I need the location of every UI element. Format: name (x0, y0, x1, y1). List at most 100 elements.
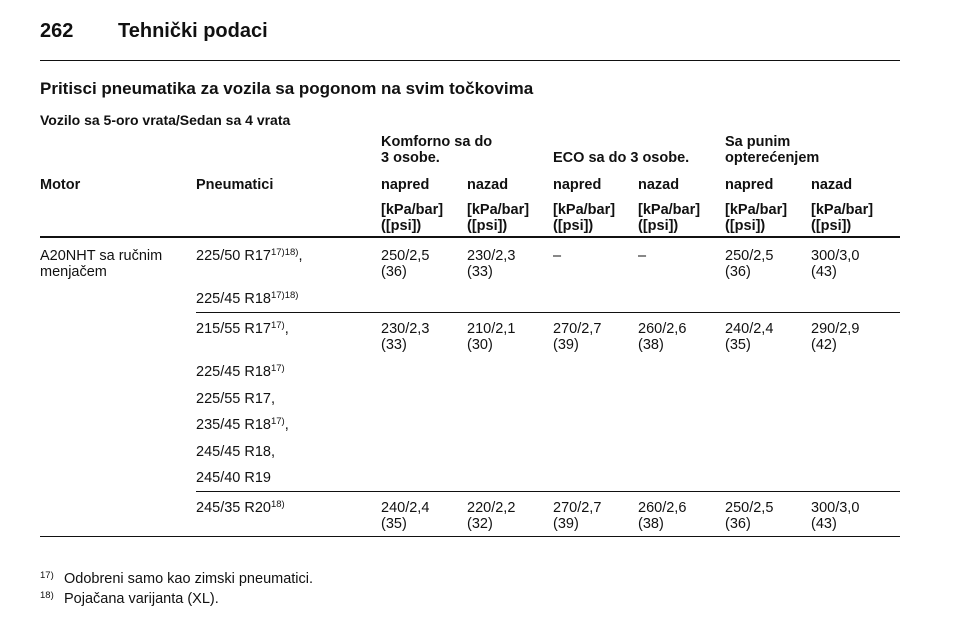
pressure-value-line: – (553, 248, 562, 264)
tire-size: 235/45 R1817), (196, 417, 289, 433)
pressure-value-line: (38) (638, 337, 664, 353)
unit-header: [kPa/bar] ([psi]) (381, 202, 443, 234)
unit-header-line: [kPa/bar] (553, 202, 616, 218)
unit-header: [kPa/bar] ([psi]) (811, 202, 873, 234)
pressure-value-line: (35) (725, 337, 751, 353)
pressure-value-line: (39) (553, 337, 579, 353)
pressure-value: 300/3,0 (43) (811, 500, 859, 532)
pressure-value-line: 290/2,9 (811, 321, 860, 337)
unit-header-line: [kPa/bar] (467, 202, 530, 218)
footnote-ref: 17) (270, 363, 285, 374)
pressure-value: 220/2,2 (32) (467, 500, 515, 532)
pressure-value-line: 300/3,0 (811, 248, 860, 264)
tire-size: 215/55 R1717), (196, 321, 289, 337)
footnote-ref: 17) (270, 416, 285, 427)
tire-name: 225/45 R18 (196, 364, 271, 380)
footnote-mark: 18) (40, 590, 54, 601)
pressure-value: – (553, 248, 561, 264)
pressure-value-line: (36) (725, 516, 751, 532)
tire-name: 245/40 R19 (196, 470, 271, 486)
pressure-value-line: 260/2,6 (638, 321, 687, 337)
tire-size: 225/45 R1817) (196, 364, 285, 380)
group-header: ECO sa do 3 osobe. (553, 150, 689, 166)
unit-header-line: [kPa/bar] (638, 202, 701, 218)
pressure-value: 250/2,5 (36) (725, 500, 773, 532)
pressure-value-line: (39) (553, 516, 579, 532)
pressure-value-line: 250/2,5 (725, 248, 774, 264)
unit-header-line: [kPa/bar] (811, 202, 874, 218)
pressure-value: 290/2,9 (42) (811, 321, 859, 353)
unit-header-line: ([psi]) (381, 218, 422, 234)
pressure-value-line: (38) (638, 516, 664, 532)
tire-suffix: , (284, 417, 289, 433)
tire-size: 225/50 R1717)18), (196, 248, 302, 264)
tire-name: 225/50 R17 (196, 248, 271, 264)
pressure-value-line: 260/2,6 (638, 500, 687, 516)
tire-suffix: , (298, 248, 303, 264)
subtitle: Vozilo sa 5-oro vrata/Sedan sa 4 vrata (40, 112, 291, 128)
pressure-value-line: – (638, 248, 647, 264)
header-rule (40, 236, 900, 238)
page-title: Tehnički podaci (118, 20, 268, 42)
pressure-value: 240/2,4 (35) (725, 321, 773, 353)
footnote-mark: 17) (40, 570, 54, 581)
tire-size: 245/40 R19 (196, 470, 271, 486)
column-header: nazad (638, 177, 680, 193)
pressure-value-line: (36) (725, 264, 751, 280)
footnote-ref: 17)18) (270, 290, 299, 301)
section-title: Pritisci pneumatika za vozila sa pogonom… (40, 79, 534, 98)
unit-header-line: ([psi]) (467, 218, 508, 234)
pressure-value: 260/2,6 (38) (638, 321, 686, 353)
pressure-value-line: 240/2,4 (381, 500, 430, 516)
tire-name: 235/45 R18 (196, 417, 271, 433)
unit-header-line: ([psi]) (811, 218, 852, 234)
pressure-value-line: (33) (381, 337, 407, 353)
column-header: napred (553, 177, 602, 193)
tire-size: 225/55 R17, (196, 391, 275, 407)
header-rule (40, 60, 900, 61)
pressure-value-line: 250/2,5 (381, 248, 430, 264)
footnote-ref: 17) (270, 320, 285, 331)
tire-name: 225/55 R17, (196, 390, 276, 407)
footnote-text: Pojačana varijanta (XL). (64, 591, 219, 607)
pressure-value-line: 230/2,3 (381, 321, 430, 337)
unit-header-line: [kPa/bar] (381, 202, 444, 218)
footnote-ref: 17)18) (270, 247, 299, 258)
group-header-line: 3 osobe. (381, 150, 440, 166)
pressure-value-line: 270/2,7 (553, 321, 602, 337)
motor: A20NHT sa ručnim menjačem (40, 248, 162, 280)
page-number: 262 (40, 20, 74, 42)
tire-name: 245/35 R20 (196, 500, 271, 516)
pressure-value: 250/2,5 (36) (725, 248, 773, 280)
group-header-line: opterećenjem (725, 150, 820, 166)
row-rule (196, 312, 900, 313)
group-header-line: Komforno sa do (381, 134, 493, 150)
column-header: nazad (811, 177, 853, 193)
pressure-value-line: (36) (381, 264, 407, 280)
motor-line: A20NHT sa ručnim (40, 248, 163, 264)
pressure-value: 260/2,6 (38) (638, 500, 686, 532)
pressure-value: 240/2,4 (35) (381, 500, 429, 532)
pressure-value-line: (42) (811, 337, 837, 353)
column-header: napred (725, 177, 774, 193)
group-header: Sa punim opterećenjem (725, 134, 819, 166)
pressure-value-line: (43) (811, 264, 837, 280)
pressure-value-line: (33) (467, 264, 493, 280)
pressure-value: 270/2,7 (39) (553, 321, 601, 353)
column-header: Motor (40, 177, 81, 193)
pressure-value: 300/3,0 (43) (811, 248, 859, 280)
footnote-text: Odobreni samo kao zimski pneumatici. (64, 571, 314, 587)
pressure-value: 210/2,1 (30) (467, 321, 515, 353)
pressure-value-line: (32) (467, 516, 493, 532)
pressure-value-line: (35) (381, 516, 407, 532)
column-header: nazad (467, 177, 509, 193)
pressure-value: 250/2,5 (36) (381, 248, 429, 280)
pressure-value: 230/2,3 (33) (467, 248, 515, 280)
pressure-value-line: 270/2,7 (553, 500, 602, 516)
pressure-value-line: (43) (811, 516, 837, 532)
tire-size: 245/35 R2018) (196, 500, 285, 516)
pressure-value: 270/2,7 (39) (553, 500, 601, 532)
unit-header: [kPa/bar] ([psi]) (467, 202, 529, 234)
unit-header-line: [kPa/bar] (725, 202, 788, 218)
